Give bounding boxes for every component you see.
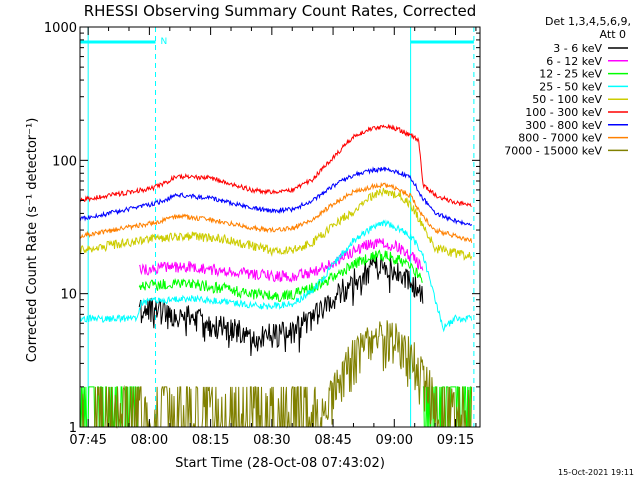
series-trace (79, 123, 472, 208)
series-300-800-kev (79, 166, 473, 227)
legend-label: 7000 - 15000 keV (504, 144, 602, 157)
legend-label: 800 - 7000 keV (518, 132, 602, 145)
x-tick-label: 08:30 (253, 433, 290, 448)
timestamp-footer: 15-Oct-2021 19:11 (558, 468, 634, 477)
y-tick-label: 1 (69, 421, 77, 436)
series-50-100-kev (79, 187, 473, 261)
x-tick-label: 08:45 (314, 433, 351, 448)
series-trace (79, 181, 473, 243)
y-tick-label: 10 (60, 288, 77, 303)
legend-label: 25 - 50 keV (539, 80, 602, 93)
legend-label: 50 - 100 keV (532, 93, 602, 106)
legend-label: 12 - 25 keV (539, 68, 602, 81)
series-trace (79, 219, 473, 333)
x-tick-label: 09:15 (437, 433, 474, 448)
series-100-300-kev (79, 123, 472, 208)
chart-title: RHESSI Observing Summary Count Rates, Co… (84, 2, 477, 20)
x-tick-label: 09:00 (376, 433, 413, 448)
series-6-12-kev (138, 238, 424, 283)
night-label: N (161, 37, 168, 47)
legend-label: 100 - 300 keV (525, 106, 602, 119)
series-trace (138, 249, 423, 302)
series-800-7000-kev (79, 181, 473, 243)
series-trace (138, 254, 424, 357)
series-3-6-kev (138, 254, 424, 357)
legend-label: 3 - 6 keV (553, 42, 602, 55)
x-tick-label: 07:45 (69, 433, 106, 448)
series-trace (138, 238, 424, 283)
x-tick-label: 08:00 (131, 433, 168, 448)
series-25-50-kev (79, 219, 473, 333)
y-tick-label: 100 (52, 154, 77, 169)
y-tick-label: 1000 (44, 21, 77, 36)
legend-header-line-2: Att 0 (600, 28, 626, 41)
legend-header-line-1: Det 1,3,4,5,6,9, (545, 15, 631, 28)
axes: 07:45 08:00 08:15 08:30 08:45 09:00 09:15 1 10 10… (44, 21, 481, 448)
night-markers: N (80, 27, 475, 427)
legend-label: 300 - 800 keV (525, 119, 602, 132)
series-trace (79, 187, 473, 261)
legend-label: 6 - 12 keV (546, 55, 602, 68)
series-trace (79, 166, 473, 227)
x-tick-label: 08:15 (192, 433, 229, 448)
x-axis-label: Start Time (28-Oct-08 07:43:02) (175, 456, 385, 471)
y-axis-label: Corrected Count Rate (s⁻¹ detector⁻¹) (25, 118, 40, 363)
plot-frame (79, 26, 481, 428)
